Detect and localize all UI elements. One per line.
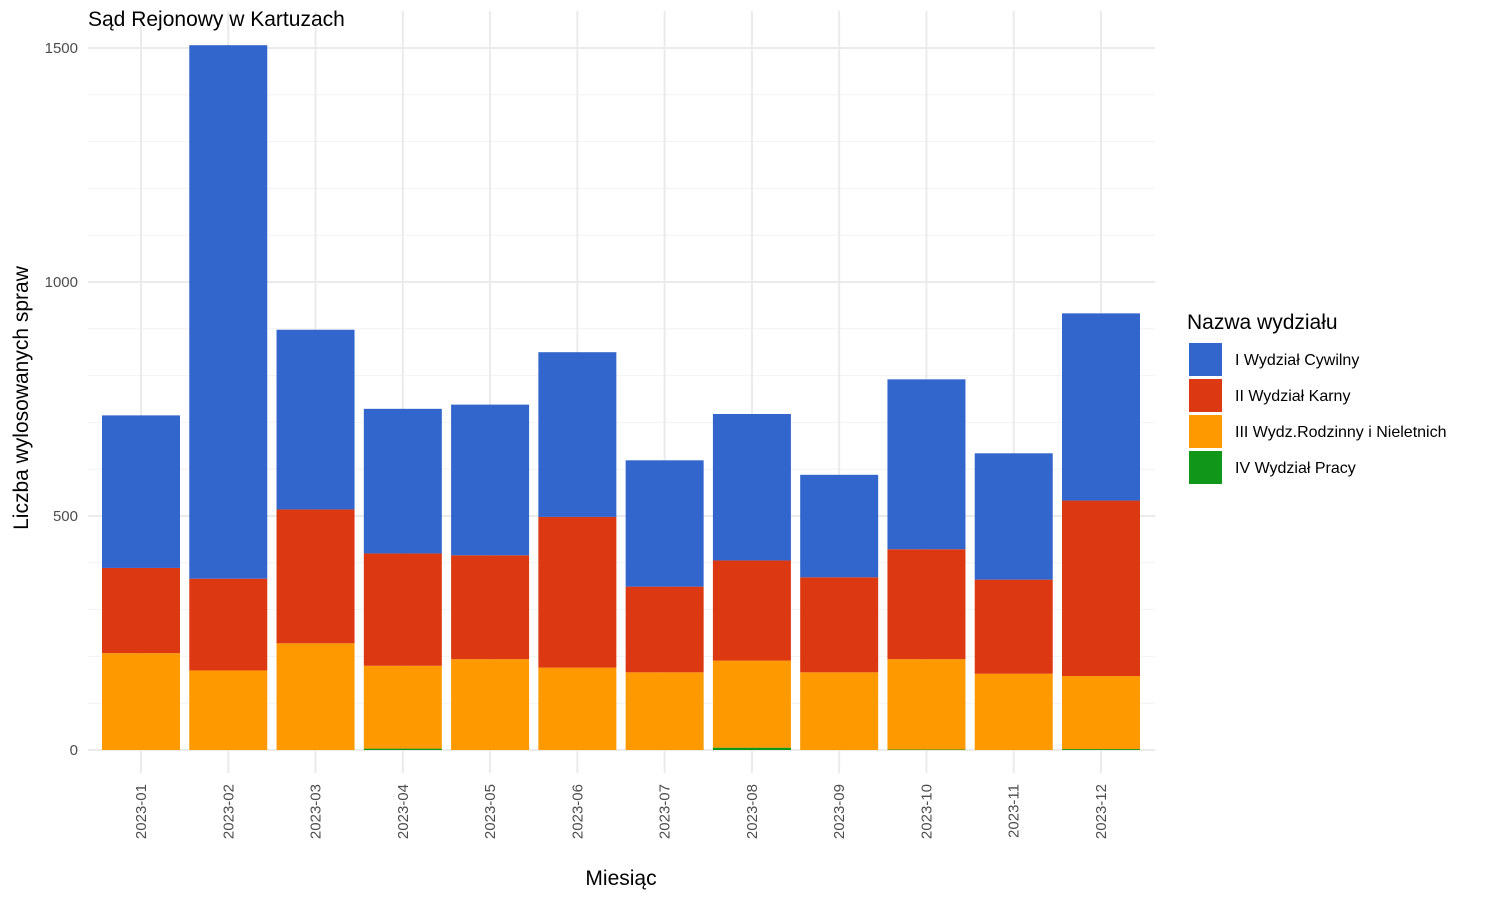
bar-segment bbox=[538, 516, 617, 668]
legend-swatch bbox=[1189, 451, 1222, 484]
legend-label: III Wydz.Rodzinny i Nieletnich bbox=[1235, 424, 1447, 441]
bar-segment bbox=[1062, 749, 1140, 750]
legend-label: IV Wydział Pracy bbox=[1235, 460, 1356, 477]
bar-segment bbox=[1062, 676, 1140, 750]
bar-segment bbox=[887, 379, 966, 550]
bar-segment bbox=[887, 549, 966, 660]
bar-segment bbox=[189, 45, 268, 579]
y-tick-label: 500 bbox=[53, 508, 78, 525]
y-tick-label: 0 bbox=[70, 742, 78, 759]
chart-title: Sąd Rejonowy w Kartuzach bbox=[88, 8, 345, 31]
bar-segment bbox=[451, 555, 530, 660]
bar-segment bbox=[800, 672, 879, 750]
bar-segment bbox=[189, 578, 268, 671]
legend-swatch bbox=[1189, 415, 1222, 448]
x-tick-label: 2023-03 bbox=[308, 784, 325, 839]
bar-segment bbox=[102, 653, 180, 750]
bar-segment bbox=[712, 747, 791, 750]
bar-segment bbox=[363, 665, 442, 749]
legend-title: Nazwa wydziału bbox=[1187, 311, 1338, 334]
bar-segment bbox=[451, 404, 530, 556]
bar-segment bbox=[189, 670, 268, 750]
bar-segment bbox=[538, 667, 617, 750]
legend-swatch bbox=[1189, 343, 1222, 376]
legend-label: II Wydział Karny bbox=[1235, 388, 1350, 405]
bar-segment bbox=[800, 474, 879, 578]
x-axis-ticks: 2023-01 2023-02 2023-03 2023-04 2023-05 2023-… bbox=[133, 784, 1110, 839]
bar-segment bbox=[363, 748, 442, 750]
bar-segment bbox=[625, 672, 704, 750]
legend-swatch bbox=[1189, 379, 1222, 412]
bar-segment bbox=[800, 577, 879, 673]
bar-segment bbox=[102, 415, 180, 568]
bar-segment bbox=[102, 567, 180, 654]
x-tick-label: 2023-08 bbox=[744, 784, 761, 839]
bar-segment bbox=[363, 553, 442, 666]
bar-segment bbox=[887, 659, 966, 750]
bar-segment bbox=[538, 352, 617, 517]
x-tick-label: 2023-01 bbox=[133, 784, 150, 839]
legend-label: I Wydział Cywilny bbox=[1235, 352, 1359, 369]
bar-segment bbox=[1062, 500, 1140, 677]
bar-segment bbox=[974, 673, 1053, 750]
x-tick-label: 2023-07 bbox=[657, 784, 674, 839]
bar-segment bbox=[276, 643, 355, 750]
y-axis-ticks: 0 500 1000 1500 bbox=[45, 40, 78, 759]
x-tick-label: 2023-04 bbox=[395, 784, 412, 839]
legend: Nazwa wydziału I Wydział Cywilny II Wydzi… bbox=[1187, 311, 1447, 484]
x-tick-label: 2023-09 bbox=[831, 784, 848, 839]
y-axis-title: Liczba wylosowanych spraw bbox=[10, 265, 33, 530]
x-tick-label: 2023-10 bbox=[918, 784, 935, 839]
y-tick-label: 1500 bbox=[45, 40, 78, 57]
x-tick-label: 2023-06 bbox=[569, 784, 586, 839]
x-tick-label: 2023-12 bbox=[1093, 784, 1110, 839]
bar-segment bbox=[712, 660, 791, 748]
bar-segment bbox=[625, 586, 704, 673]
bar-segment bbox=[625, 460, 704, 587]
bar-segment bbox=[974, 453, 1053, 580]
y-tick-label: 1000 bbox=[45, 274, 78, 291]
x-tick-label: 2023-02 bbox=[220, 784, 237, 839]
x-tick-label: 2023-05 bbox=[482, 784, 499, 839]
bars-layer bbox=[102, 45, 1140, 751]
bar-segment bbox=[887, 749, 966, 751]
bar-segment bbox=[712, 413, 791, 561]
bar-segment bbox=[1062, 313, 1140, 501]
bar-segment bbox=[276, 329, 355, 510]
bar-segment bbox=[451, 659, 530, 750]
bar-segment bbox=[712, 560, 791, 661]
bar-segment bbox=[276, 509, 355, 644]
bar-segment bbox=[363, 408, 442, 554]
x-axis-title: Miesiąc bbox=[585, 867, 656, 890]
bar-segment bbox=[974, 579, 1053, 674]
x-tick-label: 2023-11 bbox=[1006, 784, 1023, 838]
